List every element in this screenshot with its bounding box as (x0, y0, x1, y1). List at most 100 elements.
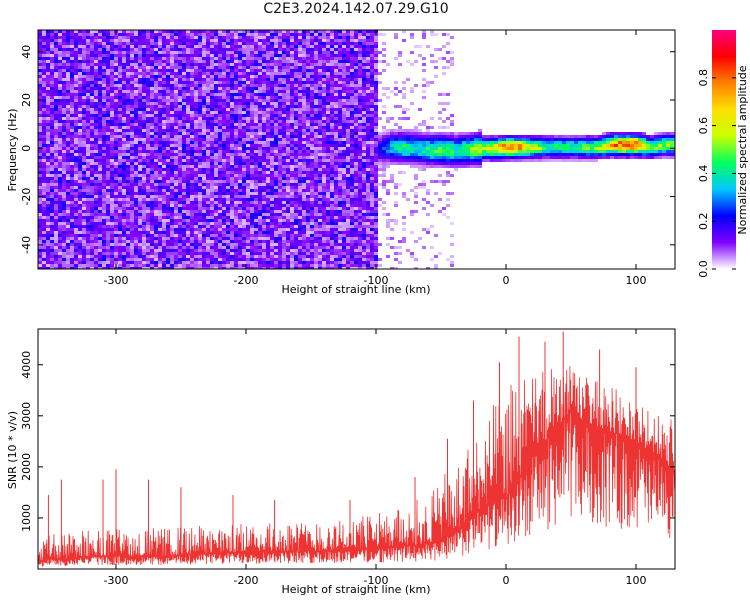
heatmap-cell (198, 135, 202, 138)
heatmap-cell (146, 30, 150, 33)
heatmap-cell (282, 138, 286, 141)
heatmap-cell (110, 219, 114, 222)
heatmap-cell (186, 72, 190, 75)
heatmap-cell (274, 63, 278, 66)
heatmap-cell (74, 222, 78, 225)
heatmap-cell (226, 69, 230, 72)
heatmap-cell (70, 261, 74, 264)
heatmap-cell (234, 30, 238, 33)
heatmap-cell (190, 108, 194, 111)
heatmap-cell (282, 189, 286, 192)
heatmap-cell (86, 114, 90, 117)
heatmap-cell (114, 45, 118, 48)
heatmap-cell (234, 156, 238, 159)
heatmap-cell (62, 228, 66, 231)
heatmap-cell (114, 192, 118, 195)
heatmap-cell (258, 249, 262, 252)
heatmap-cell (170, 126, 174, 129)
heatmap-cell (62, 237, 66, 240)
heatmap-cell (42, 81, 46, 84)
heatmap-cell (70, 171, 74, 174)
heatmap-cell (118, 51, 122, 54)
heatmap-cell (282, 66, 286, 69)
heatmap-cell (162, 180, 166, 183)
heatmap-cell (138, 264, 142, 267)
heatmap-cell (38, 132, 42, 135)
heatmap-cell (142, 252, 146, 255)
heatmap-cell (66, 186, 70, 189)
heatmap-cell (282, 237, 286, 240)
heatmap-cell (94, 48, 98, 51)
heatmap-cell (278, 150, 282, 153)
heatmap-cell (210, 150, 214, 153)
heatmap-cell (142, 75, 146, 78)
heatmap-cell (162, 75, 166, 78)
heatmap-cell (38, 123, 42, 126)
heatmap-cell (210, 99, 214, 102)
heatmap-cell (250, 126, 254, 129)
heatmap-cell (38, 225, 42, 228)
heatmap-cell (54, 192, 58, 195)
heatmap-cell (246, 84, 250, 87)
heatmap-cell (194, 243, 198, 246)
heatmap-cell (242, 186, 246, 189)
heatmap-cell (154, 57, 158, 60)
heatmap-cell (178, 72, 182, 75)
heatmap-cell (222, 48, 226, 51)
heatmap-cell (66, 57, 70, 60)
heatmap-cell (282, 96, 286, 99)
heatmap-cell (54, 99, 58, 102)
heatmap-cell (182, 60, 186, 63)
heatmap-cell (138, 102, 142, 105)
heatmap-cell (282, 213, 286, 216)
heatmap-cell (62, 141, 66, 144)
heatmap-cell (130, 267, 134, 269)
heatmap-cell (262, 258, 266, 261)
heatmap-cell (150, 255, 154, 258)
heatmap-cell (102, 33, 106, 36)
heatmap-cell (126, 219, 130, 222)
heatmap-cell (82, 237, 86, 240)
heatmap-cell (274, 264, 278, 267)
heatmap-cell (230, 84, 234, 87)
heatmap-cell (258, 243, 262, 246)
heatmap-cell (58, 267, 62, 269)
heatmap-cell (130, 114, 134, 117)
heatmap-cell (182, 174, 186, 177)
heatmap-cell (130, 261, 134, 264)
heatmap-cell (258, 198, 262, 201)
heatmap-cell (138, 228, 142, 231)
heatmap-cell (170, 207, 174, 210)
heatmap-cell (198, 165, 202, 168)
heatmap-cell (154, 66, 158, 69)
heatmap-cell (38, 135, 42, 138)
heatmap-cell (102, 252, 106, 255)
heatmap-cell (170, 255, 174, 258)
heatmap-cell (90, 267, 94, 269)
heatmap-cell (266, 33, 270, 36)
heatmap-cell (138, 192, 142, 195)
heatmap-cell (90, 219, 94, 222)
heatmap-cell (274, 42, 278, 45)
heatmap-cell (206, 93, 210, 96)
heatmap-cell (186, 216, 190, 219)
heatmap-cell (94, 153, 98, 156)
heatmap-cell (126, 81, 130, 84)
heatmap-cell (90, 42, 94, 45)
heatmap-cell (162, 120, 166, 123)
heatmap-cell (74, 165, 78, 168)
heatmap-cell (114, 120, 118, 123)
heatmap-cell (114, 201, 118, 204)
heatmap-cell (66, 126, 70, 129)
heatmap-cell (234, 264, 238, 267)
heatmap-cell (178, 96, 182, 99)
heatmap-cell (90, 45, 94, 48)
heatmap-cell (230, 108, 234, 111)
heatmap-cell (78, 84, 82, 87)
heatmap-cell (278, 153, 282, 156)
heatmap-cell (246, 105, 250, 108)
heatmap-cell (178, 159, 182, 162)
heatmap-cell (142, 180, 146, 183)
heatmap-cell (182, 234, 186, 237)
heatmap-cell (118, 237, 122, 240)
